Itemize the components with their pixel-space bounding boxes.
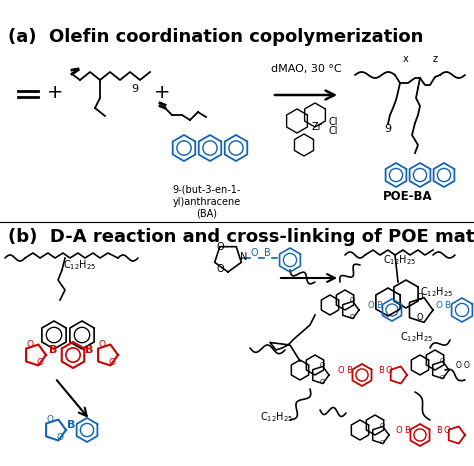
Text: O: O [464, 361, 470, 370]
Text: O: O [216, 264, 224, 274]
Text: dMAO, 30 °C: dMAO, 30 °C [271, 64, 341, 74]
Text: C$_{12}$H$_{25}$: C$_{12}$H$_{25}$ [420, 285, 454, 299]
Text: O: O [338, 366, 345, 375]
Text: B: B [404, 426, 410, 435]
Text: C$_{12}$H$_{25}$: C$_{12}$H$_{25}$ [260, 410, 293, 424]
Text: Zr: Zr [312, 122, 322, 132]
Text: z: z [433, 54, 438, 64]
Text: x: x [403, 54, 409, 64]
Text: O: O [251, 248, 259, 258]
Text: O: O [99, 340, 106, 349]
Text: 9: 9 [384, 124, 392, 134]
Text: O: O [417, 313, 423, 322]
Text: O: O [349, 314, 355, 320]
Text: O: O [368, 301, 374, 310]
Text: O: O [109, 358, 116, 367]
Text: O: O [36, 358, 44, 367]
Text: 9-(but-3-en-1-
yl)anthracene
(BA): 9-(but-3-en-1- yl)anthracene (BA) [173, 185, 241, 218]
Text: O: O [380, 423, 384, 428]
Text: B: B [67, 420, 75, 430]
Text: O: O [319, 362, 325, 368]
Text: B: B [264, 248, 271, 258]
Text: O: O [27, 340, 34, 349]
Text: O: O [349, 297, 355, 303]
Text: Cl: Cl [329, 126, 338, 136]
Text: O: O [417, 293, 423, 302]
Text: B: B [444, 301, 450, 310]
Text: O: O [319, 379, 325, 385]
Text: C$_{12}$H$_{25}$: C$_{12}$H$_{25}$ [400, 330, 433, 344]
Text: O: O [444, 426, 451, 435]
Text: B: B [346, 366, 352, 375]
Text: O: O [386, 366, 392, 375]
Text: C$_{12}$H$_{25}$: C$_{12}$H$_{25}$ [383, 253, 417, 267]
Text: +: + [47, 82, 63, 102]
Text: O: O [46, 415, 54, 424]
Text: B: B [436, 426, 442, 435]
Text: (b)  D-A reaction and cross-linking of POE materials: (b) D-A reaction and cross-linking of PO… [8, 228, 474, 246]
Text: +: + [154, 82, 170, 102]
Text: O: O [56, 433, 64, 442]
Text: B: B [376, 301, 382, 310]
Text: O: O [380, 440, 384, 445]
Text: O: O [439, 358, 445, 363]
Text: O: O [216, 242, 224, 252]
Text: O: O [439, 375, 445, 380]
Text: Cl: Cl [329, 117, 338, 127]
Text: B: B [85, 345, 93, 355]
Text: B: B [378, 366, 384, 375]
Text: O: O [396, 426, 402, 435]
Text: O: O [436, 301, 443, 310]
Text: 9: 9 [131, 84, 138, 94]
Text: N: N [240, 252, 247, 262]
Text: B: B [49, 345, 57, 355]
Text: POE-BA: POE-BA [383, 190, 433, 203]
Text: C$_{12}$H$_{25}$: C$_{12}$H$_{25}$ [64, 258, 97, 272]
Text: (a)  Olefin coordination copolymerization: (a) Olefin coordination copolymerization [8, 28, 423, 46]
Text: O: O [456, 361, 462, 370]
